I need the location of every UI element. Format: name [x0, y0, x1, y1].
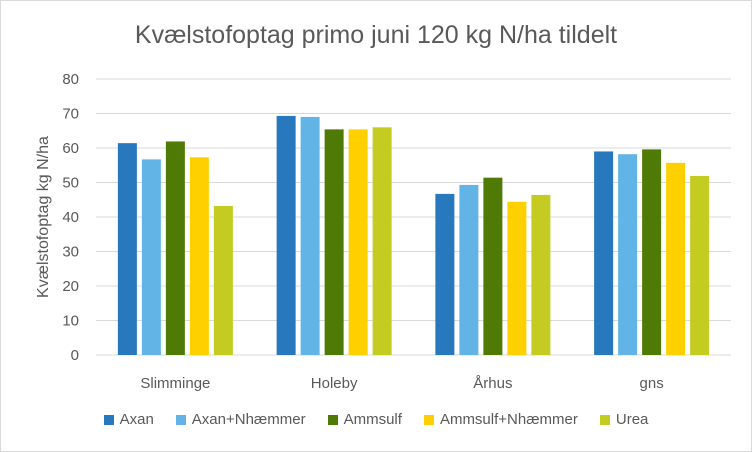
legend-label: Ammsulf [343, 411, 402, 428]
bar-urea-1 [372, 127, 392, 355]
bar-ammsulf-2 [483, 177, 503, 355]
chart-title: Kvælstofoptag primo juni 120 kg N/ha til… [134, 21, 618, 49]
legend-swatch [423, 414, 434, 425]
bar-ammsulf-3 [642, 149, 662, 355]
bar-axan-nh-mmer-3 [618, 154, 638, 355]
legend-swatch [103, 414, 114, 425]
y-tick-label: 50 [62, 175, 79, 192]
x-tick-label: gns [640, 375, 664, 392]
legend-label: Axan [119, 411, 154, 428]
bar-axan-2 [435, 193, 455, 355]
y-tick-label: 70 [62, 106, 79, 123]
legend-label: Axan+Nhæmmer [191, 411, 306, 428]
y-tick-label: 60 [62, 140, 79, 157]
bar-ammsulf-nh-mmer-1 [348, 129, 368, 355]
bar-ammsulf-nh-mmer-3 [666, 162, 686, 355]
y-tick-label: 0 [71, 347, 79, 364]
bar-axan-0 [117, 143, 137, 355]
bar-axan-nh-mmer-0 [141, 159, 161, 355]
bar-ammsulf-0 [165, 141, 185, 355]
y-axis-label: Kvælstofoptag kg N/ha [35, 136, 52, 298]
x-tick-label: Slimminge [140, 375, 210, 392]
legend-swatch [175, 414, 186, 425]
legend-label: Urea [615, 411, 649, 428]
bar-urea-0 [213, 205, 233, 355]
bar-axan-nh-mmer-1 [300, 116, 320, 355]
bar-axan-1 [276, 115, 296, 355]
y-tick-label: 10 [62, 313, 79, 330]
x-tick-label: Holeby [311, 375, 358, 392]
bar-ammsulf-1 [324, 129, 344, 355]
y-tick-label: 20 [62, 278, 79, 295]
legend-swatch [599, 414, 610, 425]
legend-label: Ammsulf+Nhæmmer [439, 411, 578, 428]
bar-urea-3 [690, 175, 710, 355]
bar-urea-2 [531, 194, 551, 355]
y-tick-label: 40 [62, 209, 79, 226]
y-tick-label: 80 [62, 71, 79, 88]
legend: Axan Axan+Nhæmmer Ammsulf Ammsulf+Nhæmmer Ur… [1, 411, 751, 428]
legend-item: Axan+Nhæmmer [175, 411, 306, 428]
bar-axan-nh-mmer-2 [459, 184, 479, 355]
x-tick-label: Århus [473, 375, 512, 392]
legend-item: Ammsulf [327, 411, 402, 428]
y-tick-label: 30 [62, 244, 79, 261]
legend-item: Ammsulf+Nhæmmer [423, 411, 578, 428]
bar-axan-3 [594, 151, 614, 355]
legend-swatch [327, 414, 338, 425]
legend-item: Axan [103, 411, 154, 428]
bar-ammsulf-nh-mmer-2 [507, 201, 527, 355]
bar-ammsulf-nh-mmer-0 [189, 157, 209, 355]
legend-item: Urea [599, 411, 649, 428]
